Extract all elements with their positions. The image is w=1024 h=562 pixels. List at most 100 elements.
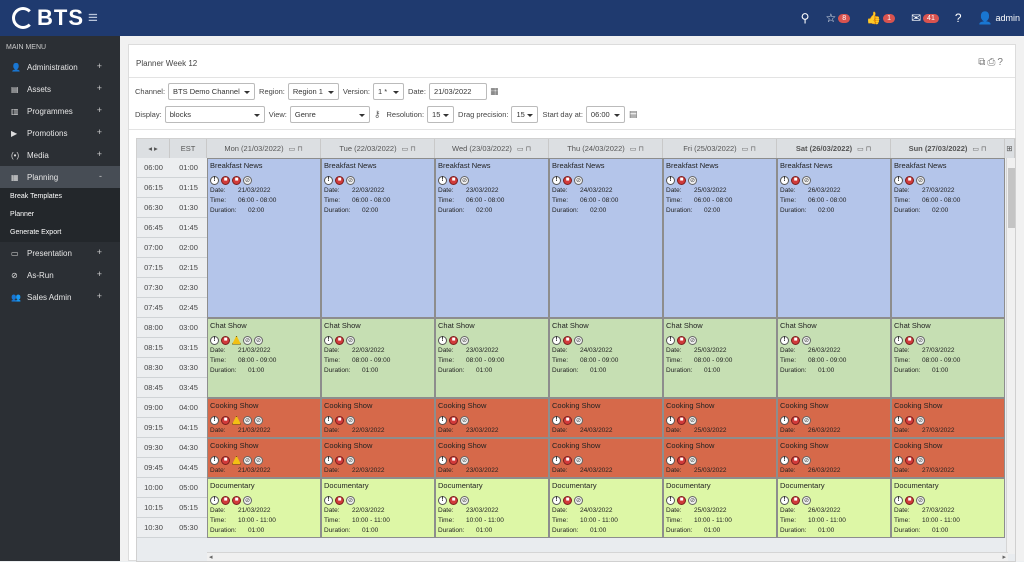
record-icon[interactable]: ■ [221,175,230,185]
link-icon[interactable]: ⊘ [460,335,469,345]
schedule-block[interactable]: Breakfast News! ■ ⊘ Date: 22/03/2022 Time: 06:… [321,158,435,318]
start-day-select[interactable]: 06:00 [585,106,625,123]
day-header-tools-icon[interactable]: ▭ ⊓ [741,145,756,153]
expand-toggle-icon[interactable]: + [96,247,102,257]
submenu-item-break-templates[interactable]: Break Templates [0,188,120,206]
sidebar-item-media[interactable]: (•) Media + [0,144,120,166]
link-icon[interactable]: ⊘ [243,455,252,465]
day-header-tools-icon[interactable]: ▭ ⊓ [857,145,872,153]
alert-icon[interactable]: ! [894,415,903,425]
schedule-block[interactable]: Cooking Show! ■ ⊘ Date: 22/03/2022 [321,438,435,478]
record-icon[interactable]: ■ [905,415,914,425]
alert-icon[interactable]: ! [894,495,903,505]
sidebar-item-presentation[interactable]: ▭ Presentation + [0,242,120,264]
alert-icon[interactable]: ! [324,495,333,505]
link-icon[interactable]: ⊘ [460,175,469,185]
star-button[interactable]: ☆ 8 [825,11,851,25]
warning-icon[interactable] [232,335,241,345]
link-icon[interactable]: ⊘ [254,455,263,465]
record-icon[interactable]: ■ [905,455,914,465]
calendar-icon[interactable]: ▦ [489,86,499,96]
alert-icon[interactable]: ! [552,415,561,425]
day-header-tools-icon[interactable]: ▭ ⊓ [516,145,531,153]
link-icon[interactable]: ⊘ [346,335,355,345]
schedule-block[interactable]: Cooking Show! ■ ⊘ Date: 23/03/2022 [435,398,549,438]
schedule-block[interactable]: Documentary! ■ ⊘ Date: 26/03/2022 Time: 10:00 … [777,478,891,538]
alert-icon[interactable]: ! [438,455,447,465]
alert-icon[interactable]: ! [324,175,333,185]
link-icon[interactable]: ⊘ [688,455,697,465]
schedule-block[interactable]: Cooking Show! ■ ⊘ Date: 22/03/2022 [321,398,435,438]
schedule-block[interactable]: Chat Show! ■ ⊘ Date: 26/03/2022 Time: 08:00 - … [777,318,891,398]
scroll-right-icon[interactable]: ▸ [1002,554,1006,561]
scroll-arrows[interactable]: ◂ ▸ [137,139,170,158]
alert-icon[interactable]: ! [210,495,219,505]
link-icon[interactable]: ⊘ [916,415,925,425]
day-header-tools-icon[interactable]: ▭ ⊓ [401,145,416,153]
alert-icon[interactable]: ! [324,455,333,465]
day-header-tools-icon[interactable]: ▭ ⊓ [288,145,303,153]
alert-icon[interactable]: ! [780,455,789,465]
schedule-block[interactable]: Chat Show! ■ ⊘ Date: 27/03/2022 Time: 08:00 - … [891,318,1005,398]
link-icon[interactable]: ⊘ [688,335,697,345]
expand-toggle-icon[interactable]: + [96,149,102,159]
alert-icon[interactable]: ! [666,335,675,345]
record-icon[interactable]: ■ [232,495,241,505]
alert-icon[interactable]: ! [780,495,789,505]
alert-icon[interactable]: ! [438,495,447,505]
schedule-block[interactable]: Chat Show! ■ ⊘ Date: 24/03/2022 Time: 08:00 - … [549,318,663,398]
record-icon[interactable]: ■ [449,335,458,345]
submenu-item-generate-export[interactable]: Generate Export [0,224,120,242]
link-icon[interactable]: ⊘ [460,495,469,505]
link-icon[interactable]: ⊘ [802,335,811,345]
link-icon[interactable]: ⊘ [802,175,811,185]
user-menu[interactable]: 👤 admin [978,11,1020,25]
schedule-block[interactable]: Cooking Show! ■ ⊘ Date: 24/03/2022 [549,438,663,478]
version-select[interactable]: 1 * [373,83,404,100]
vertical-scrollbar[interactable] [1006,158,1015,554]
link-icon[interactable]: ⊘ [574,175,583,185]
record-icon[interactable]: ■ [677,455,686,465]
alert-icon[interactable]: ! [324,335,333,345]
alert-icon[interactable]: ! [324,415,333,425]
record-icon[interactable]: ■ [677,415,686,425]
link-icon[interactable]: ⊘ [802,455,811,465]
link-icon[interactable]: ⊘ [802,495,811,505]
view-select[interactable]: Genre [289,106,370,123]
schedule-block[interactable]: Cooking Show! ■ ⊘ Date: 25/03/2022 [663,398,777,438]
alert-icon[interactable]: ! [780,335,789,345]
help-button[interactable]: ? [955,11,962,25]
channel-select[interactable]: BTS Demo Channel [168,83,256,100]
schedule-block[interactable]: Cooking Show! ■ ⊘ Date: 23/03/2022 [435,438,549,478]
record-icon[interactable]: ■ [335,455,344,465]
link-icon[interactable]: ⊘ [574,415,583,425]
link-icon[interactable]: ⊘ [254,415,263,425]
submenu-item-planner[interactable]: Planner [0,206,120,224]
schedule-block[interactable]: Breakfast News! ■ ⊘ Date: 26/03/2022 Time: 06:… [777,158,891,318]
link-icon[interactable]: ⊘ [460,455,469,465]
scrollbar-thumb[interactable] [1008,168,1015,228]
expand-toggle-icon[interactable]: - [99,171,102,181]
record-icon[interactable]: ■ [791,455,800,465]
sidebar-item-promotions[interactable]: ▶ Promotions + [0,122,120,144]
expand-toggle-icon[interactable]: + [96,61,102,71]
record-icon[interactable]: ■ [221,335,230,345]
schedule-block[interactable]: Breakfast News! ■ ⊘ Date: 27/03/2022 Time: 06:… [891,158,1005,318]
sidebar-item-sales-admin[interactable]: 👥 Sales Admin + [0,286,120,308]
link-icon[interactable]: ⊘ [254,335,263,345]
day-header-tools-icon[interactable]: ▭ ⊓ [972,145,987,153]
schedule-block[interactable]: Documentary! ■ ⊘ Date: 24/03/2022 Time: 10:00 … [549,478,663,538]
schedule-block[interactable]: Cooking Show! ■ ⊘ Date: 26/03/2022 [777,438,891,478]
link-icon[interactable]: ⊘ [574,455,583,465]
schedule-block[interactable]: Cooking Show! ■ ⊘ ⊘ Date: 21/03/2022 [207,438,321,478]
schedule-block[interactable]: Breakfast News! ■ ■ ⊘ Date: 21/03/2022 Time: 06… [207,158,321,318]
record-icon[interactable]: ■ [449,175,458,185]
schedule-block[interactable]: Chat Show! ■ ⊘ Date: 22/03/2022 Time: 08:00 - … [321,318,435,398]
schedule-block[interactable]: Breakfast News! ■ ⊘ Date: 25/03/2022 Time: 06:… [663,158,777,318]
record-icon[interactable]: ■ [563,415,572,425]
link-icon[interactable]: ⊘ [688,175,697,185]
link-icon[interactable]: ⊘ [243,175,252,185]
schedule-block[interactable]: Chat Show! ■ ⊘ Date: 23/03/2022 Time: 08:00 - … [435,318,549,398]
expand-toggle-icon[interactable]: + [96,291,102,301]
record-icon[interactable]: ■ [905,335,914,345]
